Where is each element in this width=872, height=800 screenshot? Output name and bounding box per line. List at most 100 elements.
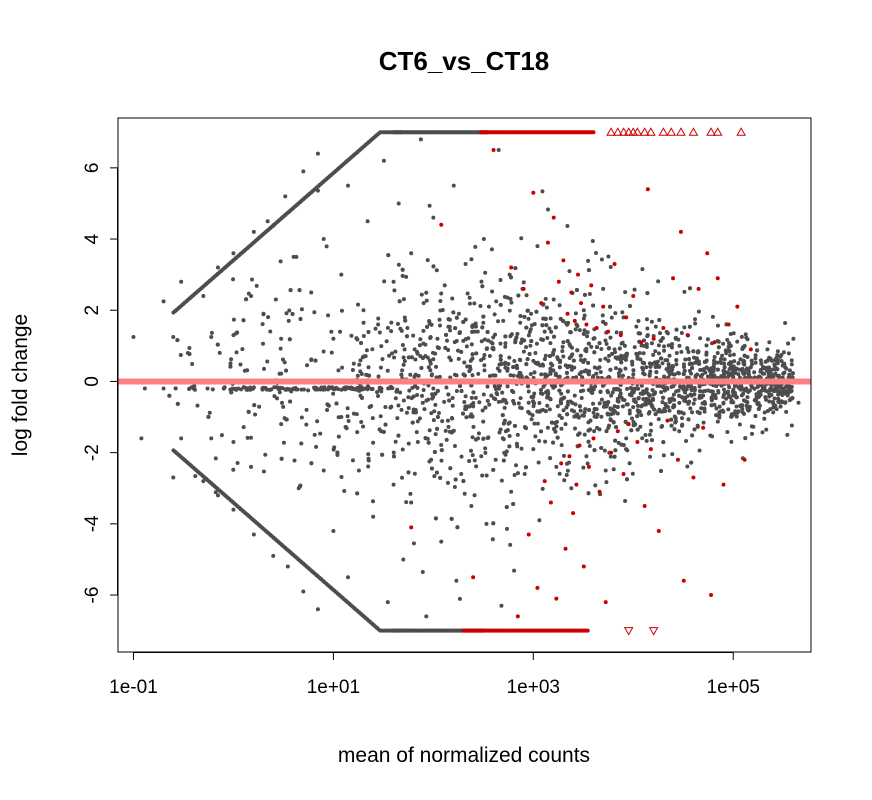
data-point: [718, 357, 723, 362]
data-point: [661, 440, 666, 445]
data-point: [251, 532, 256, 537]
data-point: [726, 389, 731, 394]
data-point: [650, 404, 655, 409]
data-point: [240, 347, 245, 352]
data-point: [439, 222, 444, 227]
data-point: [642, 361, 647, 366]
data-point: [584, 346, 589, 351]
data-point: [161, 386, 166, 391]
data-point: [692, 397, 697, 402]
data-point: [619, 360, 624, 365]
data-point: [512, 358, 517, 363]
data-point: [185, 350, 190, 355]
data-point: [618, 333, 623, 338]
data-point: [321, 349, 326, 354]
data-point: [667, 365, 672, 370]
data-point: [507, 272, 512, 277]
data-point: [461, 411, 466, 416]
data-point: [689, 460, 694, 465]
data-point: [376, 322, 381, 327]
data-point: [459, 349, 464, 354]
data-point: [191, 386, 196, 391]
data-point: [433, 516, 438, 521]
data-point: [343, 387, 348, 392]
data-point: [776, 392, 781, 397]
data-point: [662, 406, 667, 411]
data-point: [631, 372, 636, 377]
data-point: [524, 362, 529, 367]
data-point: [772, 396, 777, 401]
data-point: [681, 387, 686, 392]
data-point: [516, 293, 521, 298]
data-point: [569, 367, 574, 372]
data-point: [573, 311, 578, 316]
data-point: [581, 465, 586, 470]
data-point: [543, 353, 548, 358]
data-point: [737, 422, 742, 427]
data-point: [672, 427, 677, 432]
data-point: [592, 448, 597, 453]
data-point: [568, 330, 573, 335]
data-point: [598, 358, 603, 363]
data-point: [535, 421, 540, 426]
data-point: [605, 389, 610, 394]
data-point: [608, 335, 613, 340]
data-point: [680, 395, 685, 400]
data-point: [555, 404, 560, 409]
data-point: [582, 292, 587, 297]
data-point: [686, 417, 691, 422]
data-point: [578, 389, 583, 394]
data-point: [638, 424, 643, 429]
data-point: [648, 447, 653, 452]
data-point: [291, 254, 296, 259]
data-point: [647, 373, 652, 378]
data-point: [473, 324, 478, 329]
data-point: [545, 425, 550, 430]
data-point: [585, 330, 590, 335]
data-point: [585, 334, 590, 339]
data-point: [753, 353, 758, 358]
data-point: [467, 459, 472, 464]
data-point: [593, 384, 598, 389]
data-point: [681, 578, 686, 583]
data-point: [251, 385, 256, 390]
data-point: [587, 369, 592, 374]
data-point: [676, 371, 681, 376]
data-point: [387, 353, 392, 358]
data-point: [715, 323, 720, 328]
data-point: [175, 338, 180, 343]
data-point: [262, 366, 267, 371]
data-point: [571, 358, 576, 363]
data-point: [593, 483, 598, 488]
data-point: [427, 358, 432, 363]
data-point: [612, 404, 617, 409]
data-point: [396, 201, 401, 206]
data-point: [714, 406, 719, 411]
data-point: [480, 408, 485, 413]
data-point: [526, 316, 531, 321]
data-point: [505, 384, 510, 389]
data-point: [131, 334, 136, 339]
data-point: [559, 443, 564, 448]
data-point: [608, 265, 613, 270]
data-point: [439, 291, 444, 296]
data-point: [608, 417, 613, 422]
data-point: [395, 321, 400, 326]
data-point: [671, 392, 676, 397]
data-point: [769, 387, 774, 392]
data-point: [577, 372, 582, 377]
data-point: [509, 489, 514, 494]
data-point: [253, 412, 258, 417]
data-point: [396, 262, 401, 267]
data-point: [421, 388, 426, 393]
data-point: [215, 265, 220, 270]
data-point: [549, 420, 554, 425]
data-point: [534, 341, 539, 346]
data-point: [425, 258, 430, 263]
data-point: [578, 358, 583, 363]
data-point: [272, 394, 277, 399]
data-point: [615, 396, 620, 401]
data-point: [696, 361, 701, 366]
data-point: [756, 406, 761, 411]
data-point: [657, 318, 662, 323]
